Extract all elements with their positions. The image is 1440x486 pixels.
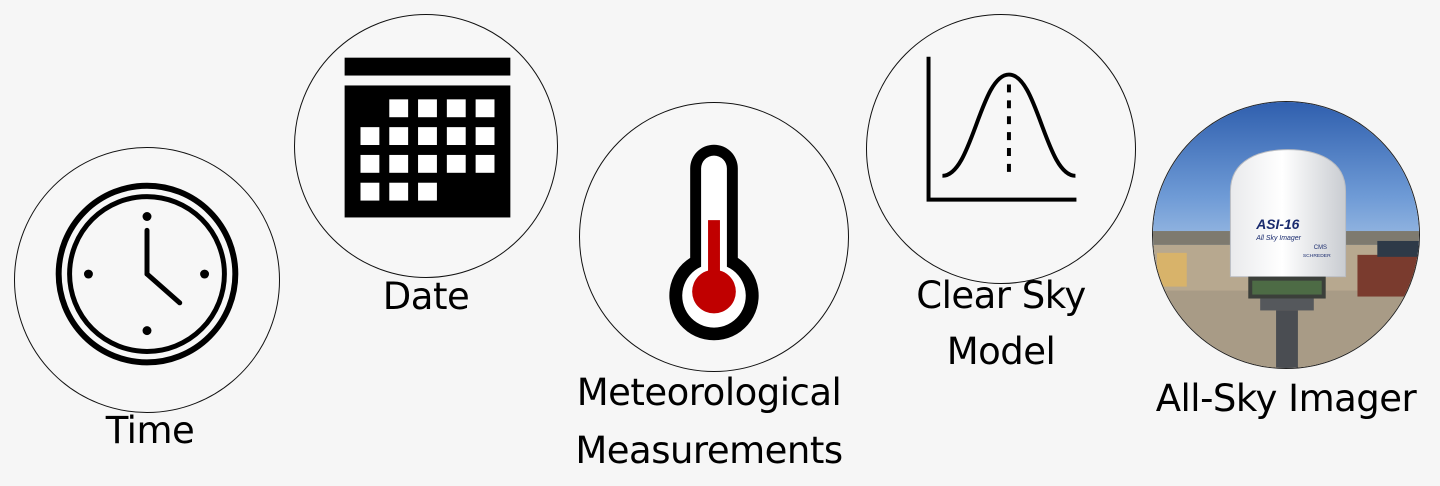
clear-sky-label-line-1: Clear Sky bbox=[916, 274, 1086, 317]
meteorological-circle bbox=[579, 102, 849, 372]
time-label: Time bbox=[105, 409, 195, 452]
date-circle bbox=[294, 14, 558, 278]
clear-sky-label-line-2: Model bbox=[946, 330, 1056, 373]
sky-imager-label: All-Sky Imager bbox=[1155, 377, 1417, 420]
imager-model-text: ASI-16 bbox=[1255, 216, 1299, 232]
imager-brand-bottom-text: SCHREDER bbox=[1303, 253, 1331, 259]
clear-sky-circle bbox=[866, 14, 1136, 284]
thermometer-icon bbox=[669, 144, 759, 341]
sky-imager-photo: ASI-16 All Sky Imager CMS SCHREDER bbox=[1153, 102, 1419, 368]
meteorological-label-line-2: Measurements bbox=[575, 429, 843, 472]
date-label: Date bbox=[382, 275, 470, 318]
clock-icon bbox=[55, 182, 239, 366]
time-circle bbox=[14, 147, 280, 413]
calendar-icon bbox=[344, 57, 511, 218]
meteorological-label-line-1: Meteorological bbox=[576, 371, 842, 414]
imager-brand-top-text: CMS bbox=[1314, 245, 1327, 251]
imager-subtitle-text: All Sky Imager bbox=[1255, 235, 1301, 242]
bell-curve-icon bbox=[926, 56, 1077, 202]
sky-imager-circle: ASI-16 All Sky Imager CMS SCHREDER bbox=[1152, 101, 1420, 369]
